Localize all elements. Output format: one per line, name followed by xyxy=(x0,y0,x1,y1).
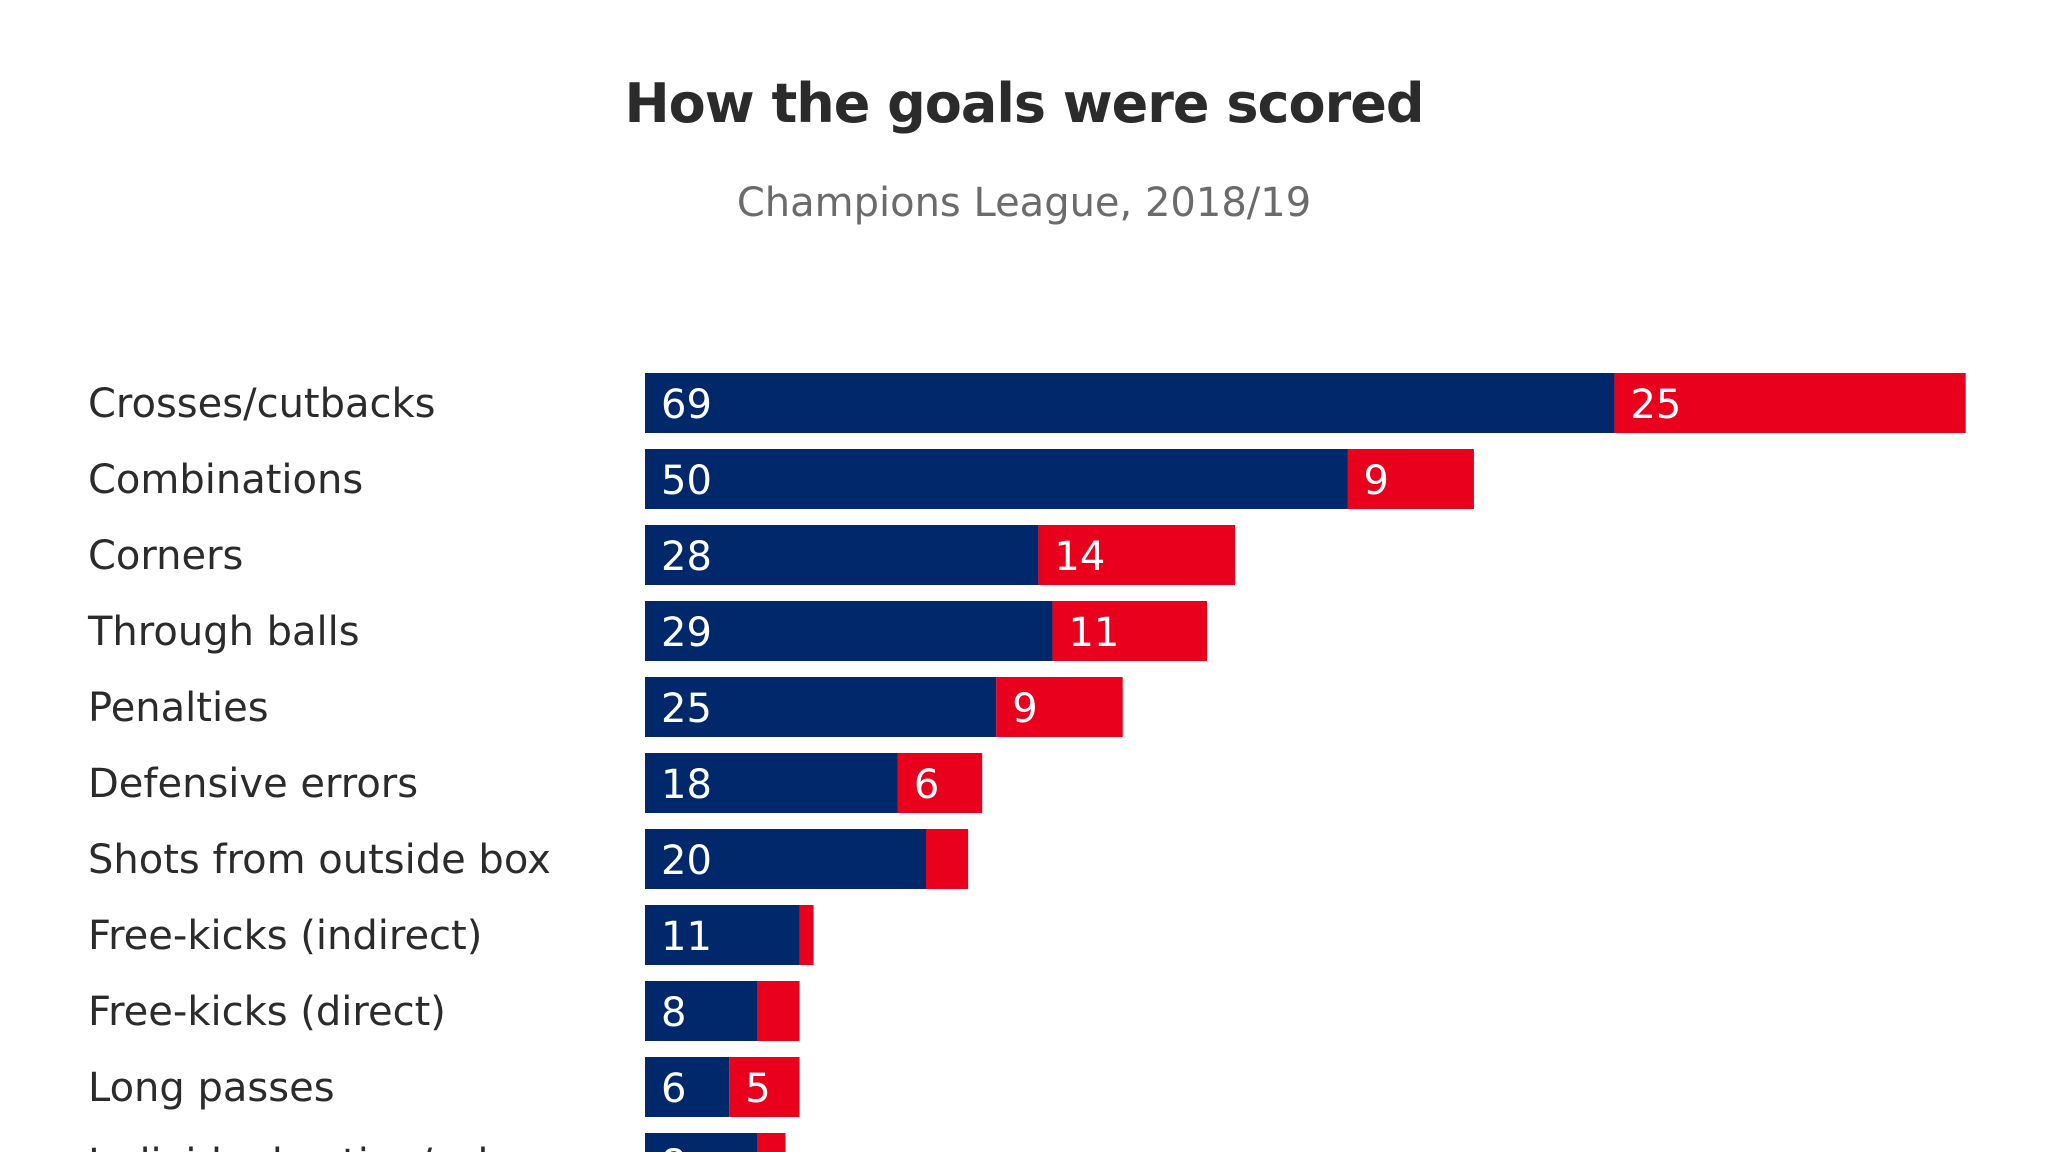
bar-segment-2-individual-action-solo-runs xyxy=(757,1133,786,1152)
value-label-2-crosses-cutbacks: 25 xyxy=(1630,382,1681,428)
value-label-2-corners: 14 xyxy=(1054,534,1105,580)
bar-segment-1-individual-action-solo-runs xyxy=(645,1133,758,1152)
bar-segment-2-defensive-errors xyxy=(897,753,983,813)
category-label-free-kicks-direct: Free-kicks (direct) xyxy=(88,989,446,1035)
bar-segment-2-combinations xyxy=(1347,449,1474,509)
value-label-1-crosses-cutbacks: 69 xyxy=(661,382,712,428)
bar-segment-1-through-balls xyxy=(645,601,1053,661)
bar-segment-2-shots-from-outside-box xyxy=(926,829,969,889)
bar-segment-2-crosses-cutbacks xyxy=(1614,373,1966,433)
bar-segment-1-free-kicks-indirect xyxy=(645,905,800,965)
category-label-individual-action-solo-runs: Individual action/solo runs xyxy=(88,1141,614,1152)
value-label-2-long-passes: 5 xyxy=(745,1066,770,1112)
bar-segment-2-penalties xyxy=(996,677,1123,737)
bar-segment-1-combinations xyxy=(645,449,1348,509)
value-label-1-combinations: 50 xyxy=(661,458,712,504)
value-label-2-through-balls: 11 xyxy=(1068,610,1119,656)
value-label-1-free-kicks-direct: 8 xyxy=(661,990,686,1036)
bar-segment-2-long-passes xyxy=(729,1057,800,1117)
category-label-shots-from-outside-box: Shots from outside box xyxy=(88,837,551,883)
bar-segment-1-long-passes xyxy=(645,1057,730,1117)
category-label-corners: Corners xyxy=(88,533,243,579)
bar-segment-1-shots-from-outside-box xyxy=(645,829,926,889)
category-label-crosses-cutbacks: Crosses/cutbacks xyxy=(88,381,436,427)
value-label-1-long-passes: 6 xyxy=(661,1066,686,1112)
category-label-combinations: Combinations xyxy=(88,457,363,503)
bar-segment-2-free-kicks-direct xyxy=(757,981,800,1041)
value-label-1-defensive-errors: 18 xyxy=(661,762,712,808)
value-label-2-combinations: 9 xyxy=(1364,458,1389,504)
category-label-through-balls: Through balls xyxy=(87,609,360,655)
value-label-2-defensive-errors: 6 xyxy=(914,762,939,808)
bar-segment-1-penalties xyxy=(645,677,997,737)
category-label-penalties: Penalties xyxy=(88,685,269,731)
category-label-defensive-errors: Defensive errors xyxy=(88,761,418,807)
bar-segment-1-crosses-cutbacks xyxy=(645,373,1615,433)
chart-title: How the goals were scored xyxy=(624,72,1424,135)
bar-segment-2-free-kicks-indirect xyxy=(799,905,814,965)
category-label-long-passes: Long passes xyxy=(88,1065,335,1111)
bar-segment-1-corners xyxy=(645,525,1039,585)
category-label-free-kicks-indirect: Free-kicks (indirect) xyxy=(88,913,482,959)
value-label-2-penalties: 9 xyxy=(1012,686,1037,732)
bar-segment-2-through-balls xyxy=(1052,601,1207,661)
bar-segment-1-defensive-errors xyxy=(645,753,898,813)
value-label-1-shots-from-outside-box: 20 xyxy=(661,838,712,884)
bar-segment-1-free-kicks-direct xyxy=(645,981,758,1041)
value-label-1-penalties: 25 xyxy=(661,686,712,732)
chart-subtitle: Champions League, 2018/19 xyxy=(736,180,1312,226)
value-label-1-individual-action-solo-runs: 8 xyxy=(661,1142,686,1152)
value-label-1-free-kicks-indirect: 11 xyxy=(661,914,712,960)
value-label-1-through-balls: 29 xyxy=(661,610,712,656)
value-label-1-corners: 28 xyxy=(661,534,712,580)
bar-segment-2-corners xyxy=(1038,525,1236,585)
